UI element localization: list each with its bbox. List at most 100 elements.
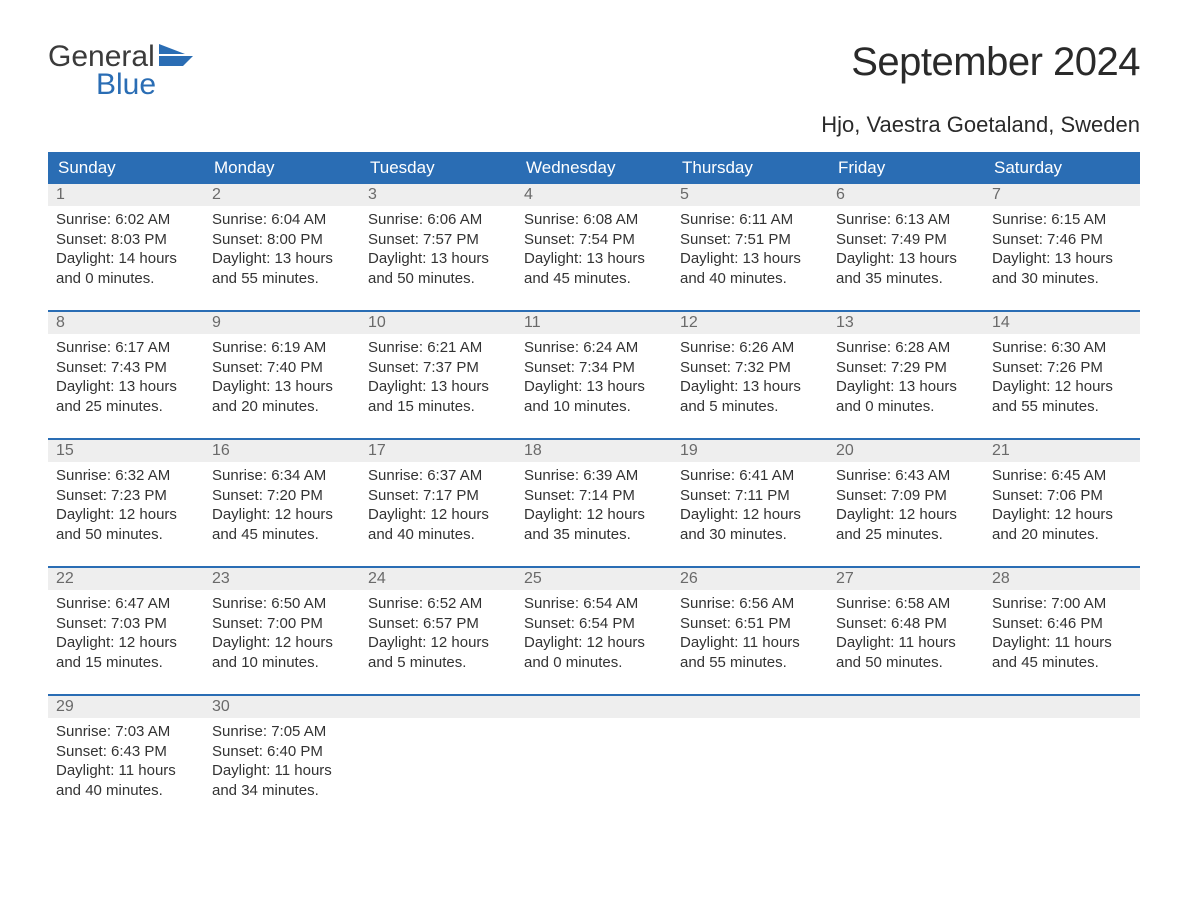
- daylight-line1: Daylight: 13 hours: [836, 377, 976, 397]
- sunset-line: Sunset: 6:40 PM: [212, 742, 352, 762]
- sunset-line: Sunset: 7:51 PM: [680, 230, 820, 250]
- daylight-line1: Daylight: 12 hours: [56, 505, 196, 525]
- day-cell: 26Sunrise: 6:56 AMSunset: 6:51 PMDayligh…: [672, 568, 828, 680]
- day-cell: 6 Sunrise: 6:13 AMSunset: 7:49 PMDaylight…: [828, 184, 984, 296]
- daylight-line2: and 25 minutes.: [56, 397, 196, 417]
- day-cell: 3Sunrise: 6:06 AMSunset: 7:57 PMDaylight…: [360, 184, 516, 296]
- day-cell: 1Sunrise: 6:02 AMSunset: 8:03 PMDaylight…: [48, 184, 204, 296]
- calendar-week: 15Sunrise: 6:32 AMSunset: 7:23 PMDayligh…: [48, 438, 1140, 552]
- daylight-line1: Daylight: 12 hours: [56, 633, 196, 653]
- sunset-line: Sunset: 6:43 PM: [56, 742, 196, 762]
- day-number: 4: [516, 184, 672, 206]
- daylight-line1: Daylight: 12 hours: [680, 505, 820, 525]
- calendar-week: 22Sunrise: 6:47 AMSunset: 7:03 PMDayligh…: [48, 566, 1140, 680]
- day-number: [672, 696, 828, 718]
- day-content: Sunrise: 6:15 AMSunset: 7:46 PMDaylight:…: [984, 206, 1140, 288]
- daylight-line2: and 0 minutes.: [836, 397, 976, 417]
- daylight-line2: and 50 minutes.: [836, 653, 976, 673]
- sunset-line: Sunset: 7:40 PM: [212, 358, 352, 378]
- day-content: Sunrise: 6:54 AMSunset: 6:54 PMDaylight:…: [516, 590, 672, 672]
- sunrise-line: Sunrise: 7:03 AM: [56, 722, 196, 742]
- calendar: Sunday Monday Tuesday Wednesday Thursday…: [48, 152, 1140, 808]
- day-number: 6: [828, 184, 984, 206]
- day-content: Sunrise: 6:30 AMSunset: 7:26 PMDaylight:…: [984, 334, 1140, 416]
- daylight-line2: and 20 minutes.: [992, 525, 1132, 545]
- day-cell: 11Sunrise: 6:24 AMSunset: 7:34 PMDayligh…: [516, 312, 672, 424]
- day-number: 20: [828, 440, 984, 462]
- sunset-line: Sunset: 7:57 PM: [368, 230, 508, 250]
- daylight-line2: and 15 minutes.: [368, 397, 508, 417]
- daylight-line1: Daylight: 12 hours: [212, 505, 352, 525]
- day-cell: 9Sunrise: 6:19 AMSunset: 7:40 PMDaylight…: [204, 312, 360, 424]
- day-cell: 13Sunrise: 6:28 AMSunset: 7:29 PMDayligh…: [828, 312, 984, 424]
- daylight-line1: Daylight: 13 hours: [992, 249, 1132, 269]
- day-number: 23: [204, 568, 360, 590]
- title-block: September 2024: [851, 40, 1140, 85]
- daylight-line2: and 35 minutes.: [836, 269, 976, 289]
- sunset-line: Sunset: 7:23 PM: [56, 486, 196, 506]
- day-number: 12: [672, 312, 828, 334]
- sunrise-line: Sunrise: 6:26 AM: [680, 338, 820, 358]
- sunrise-line: Sunrise: 6:52 AM: [368, 594, 508, 614]
- day-content: Sunrise: 6:21 AMSunset: 7:37 PMDaylight:…: [360, 334, 516, 416]
- sunset-line: Sunset: 7:09 PM: [836, 486, 976, 506]
- sunrise-line: Sunrise: 6:41 AM: [680, 466, 820, 486]
- day-cell: 10Sunrise: 6:21 AMSunset: 7:37 PMDayligh…: [360, 312, 516, 424]
- daylight-line1: Daylight: 13 hours: [680, 377, 820, 397]
- day-number: 13: [828, 312, 984, 334]
- day-header: Monday: [204, 152, 360, 184]
- sunrise-line: Sunrise: 6:56 AM: [680, 594, 820, 614]
- day-content: Sunrise: 6:08 AMSunset: 7:54 PMDaylight:…: [516, 206, 672, 288]
- sunrise-line: Sunrise: 6:58 AM: [836, 594, 976, 614]
- day-cell: [672, 696, 828, 808]
- daylight-line1: Daylight: 11 hours: [212, 761, 352, 781]
- day-content: Sunrise: 6:58 AMSunset: 6:48 PMDaylight:…: [828, 590, 984, 672]
- calendar-week: 1Sunrise: 6:02 AMSunset: 8:03 PMDaylight…: [48, 184, 1140, 296]
- daylight-line2: and 55 minutes.: [680, 653, 820, 673]
- day-cell: 21Sunrise: 6:45 AMSunset: 7:06 PMDayligh…: [984, 440, 1140, 552]
- day-number: 16: [204, 440, 360, 462]
- day-number: 8: [48, 312, 204, 334]
- daylight-line1: Daylight: 12 hours: [836, 505, 976, 525]
- daylight-line2: and 10 minutes.: [212, 653, 352, 673]
- day-cell: [360, 696, 516, 808]
- day-content: Sunrise: 7:00 AMSunset: 6:46 PMDaylight:…: [984, 590, 1140, 672]
- day-content: Sunrise: 6:06 AMSunset: 7:57 PMDaylight:…: [360, 206, 516, 288]
- daylight-line1: Daylight: 13 hours: [524, 249, 664, 269]
- sunrise-line: Sunrise: 6:19 AM: [212, 338, 352, 358]
- sunset-line: Sunset: 6:48 PM: [836, 614, 976, 634]
- sunrise-line: Sunrise: 6:06 AM: [368, 210, 508, 230]
- sunset-line: Sunset: 7:06 PM: [992, 486, 1132, 506]
- sunset-line: Sunset: 7:17 PM: [368, 486, 508, 506]
- day-cell: 8Sunrise: 6:17 AMSunset: 7:43 PMDaylight…: [48, 312, 204, 424]
- day-content: Sunrise: 6:19 AMSunset: 7:40 PMDaylight:…: [204, 334, 360, 416]
- daylight-line1: Daylight: 11 hours: [992, 633, 1132, 653]
- daylight-line1: Daylight: 13 hours: [368, 249, 508, 269]
- daylight-line1: Daylight: 11 hours: [680, 633, 820, 653]
- sunrise-line: Sunrise: 6:13 AM: [836, 210, 976, 230]
- sunrise-line: Sunrise: 6:47 AM: [56, 594, 196, 614]
- sunset-line: Sunset: 7:49 PM: [836, 230, 976, 250]
- daylight-line1: Daylight: 13 hours: [680, 249, 820, 269]
- sunrise-line: Sunrise: 6:32 AM: [56, 466, 196, 486]
- daylight-line2: and 45 minutes.: [992, 653, 1132, 673]
- daylight-line1: Daylight: 12 hours: [992, 377, 1132, 397]
- day-cell: 4Sunrise: 6:08 AMSunset: 7:54 PMDaylight…: [516, 184, 672, 296]
- daylight-line2: and 40 minutes.: [368, 525, 508, 545]
- daylight-line2: and 5 minutes.: [368, 653, 508, 673]
- sunrise-line: Sunrise: 6:08 AM: [524, 210, 664, 230]
- daylight-line1: Daylight: 12 hours: [992, 505, 1132, 525]
- daylight-line2: and 55 minutes.: [212, 269, 352, 289]
- daylight-line1: Daylight: 13 hours: [836, 249, 976, 269]
- day-header: Friday: [828, 152, 984, 184]
- day-number: 10: [360, 312, 516, 334]
- day-number: 21: [984, 440, 1140, 462]
- daylight-line1: Daylight: 11 hours: [836, 633, 976, 653]
- day-number: 2: [204, 184, 360, 206]
- day-number: 25: [516, 568, 672, 590]
- day-number: 27: [828, 568, 984, 590]
- sunset-line: Sunset: 7:32 PM: [680, 358, 820, 378]
- daylight-line2: and 20 minutes.: [212, 397, 352, 417]
- sunrise-line: Sunrise: 6:28 AM: [836, 338, 976, 358]
- day-content: Sunrise: 6:32 AMSunset: 7:23 PMDaylight:…: [48, 462, 204, 544]
